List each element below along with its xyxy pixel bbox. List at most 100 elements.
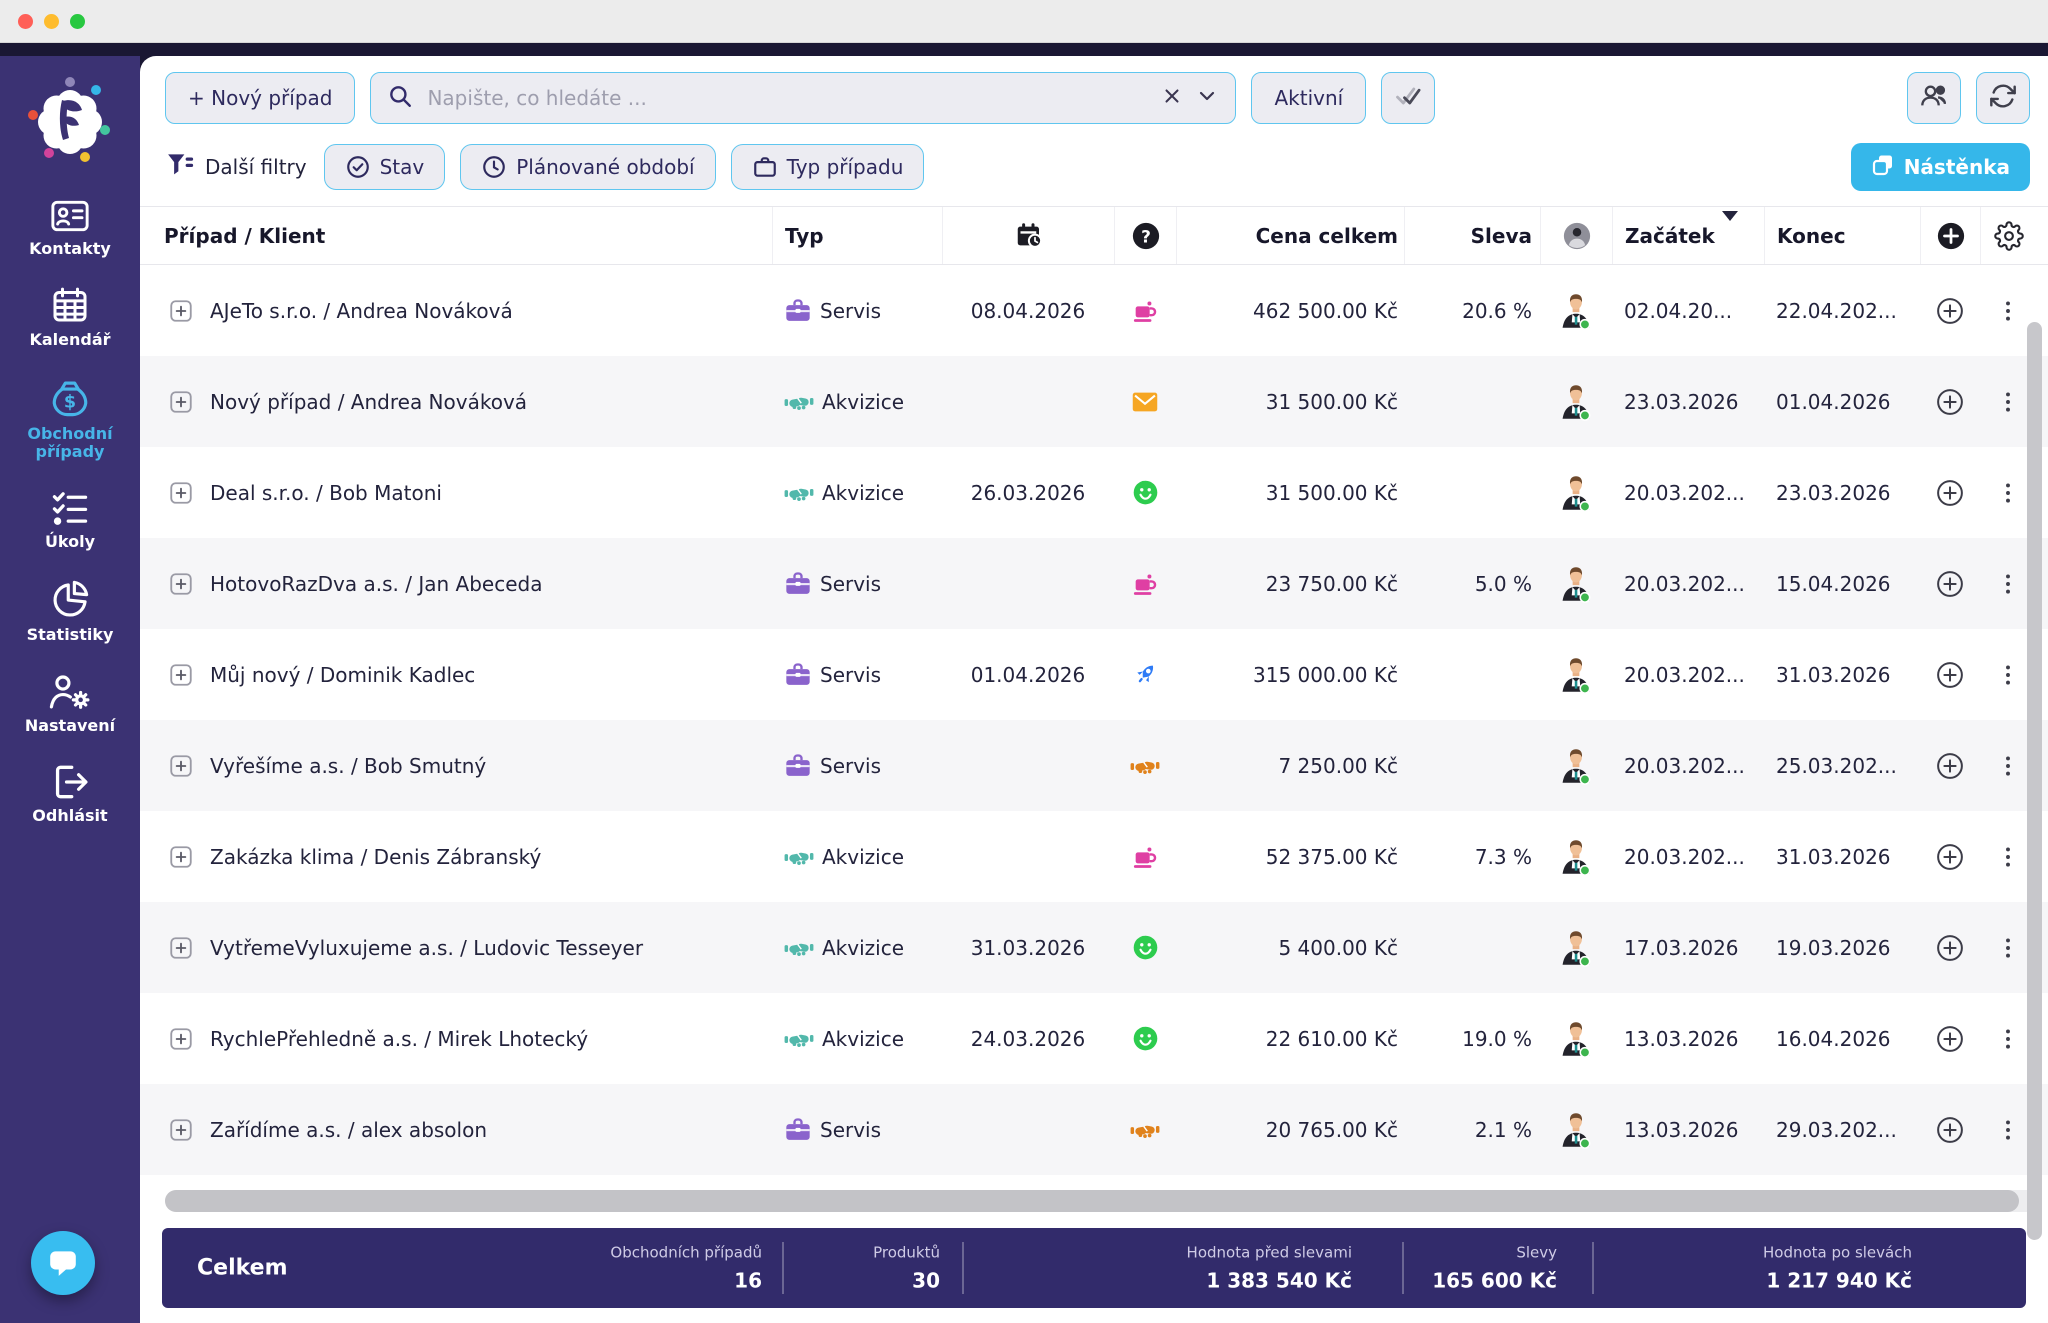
sidebar-item-odhlasit[interactable]: Odhlásit bbox=[32, 763, 108, 825]
filter-chip-typ-pripadu[interactable]: Typ případu bbox=[730, 144, 925, 190]
case-client-name: Nový případ / Andrea Nováková bbox=[210, 389, 528, 414]
column-header-owner[interactable] bbox=[1540, 207, 1612, 264]
circle-plus-icon[interactable] bbox=[1935, 478, 1965, 508]
filter-chip-stav[interactable]: Stav bbox=[323, 144, 446, 190]
kebab-icon[interactable] bbox=[1995, 1115, 2021, 1145]
table-row[interactable]: Deal s.r.o. / Bob Matoni Akvizice 26.03.20… bbox=[140, 447, 2048, 538]
expand-icon[interactable] bbox=[168, 571, 194, 597]
refresh-button[interactable] bbox=[1976, 72, 2030, 124]
start-date: 13.03.2026 bbox=[1624, 1026, 1739, 1051]
kebab-icon[interactable] bbox=[1995, 569, 2021, 599]
start-date: 20.03.202... bbox=[1624, 753, 1745, 778]
kebab-icon[interactable] bbox=[1995, 387, 2021, 417]
kebab-icon[interactable] bbox=[1995, 751, 2021, 781]
column-header-discount[interactable]: Sleva bbox=[1404, 207, 1540, 264]
table-row[interactable]: Zakázka klima / Denis Zábranský Akvizice 5… bbox=[140, 811, 2048, 902]
kebab-icon[interactable] bbox=[1995, 296, 2021, 326]
column-header-status[interactable]: ? bbox=[1114, 207, 1176, 264]
circle-plus-icon[interactable] bbox=[1935, 387, 1965, 417]
table-row[interactable]: Nový případ / Andrea Nováková Akvizice 31 … bbox=[140, 356, 2048, 447]
sidebar-item-kontakty[interactable]: Kontakty bbox=[29, 198, 111, 258]
new-case-button[interactable]: + Nový případ bbox=[165, 72, 356, 124]
table-row[interactable]: RychlePřehledně a.s. / Mirek Lhotecký Akv… bbox=[140, 993, 2048, 1084]
column-header-end[interactable]: Konec bbox=[1764, 207, 1920, 264]
column-header-planned_date[interactable] bbox=[942, 207, 1114, 264]
sidebar-item-obchodni-pripady[interactable]: $ Obchodní případy bbox=[27, 377, 113, 462]
zoom-window-button[interactable] bbox=[70, 13, 85, 29]
sidebar-item-ukoly[interactable]: Úkoly bbox=[45, 489, 95, 551]
start-date: 20.03.202... bbox=[1624, 480, 1745, 505]
briefcase-icon bbox=[784, 297, 812, 325]
horizontal-scrollbar[interactable] bbox=[165, 1190, 2038, 1212]
column-header-add[interactable] bbox=[1920, 207, 1980, 264]
kebab-icon[interactable] bbox=[1995, 842, 2021, 872]
column-header-price[interactable]: Cena celkem bbox=[1176, 207, 1404, 264]
more-filters-button[interactable]: Další filtry bbox=[165, 150, 307, 185]
circle-plus-icon[interactable] bbox=[1935, 569, 1965, 599]
table-row[interactable]: VytřemeVyluxujeme a.s. / Ludovic Tesseye… bbox=[140, 902, 2048, 993]
expand-icon[interactable] bbox=[168, 662, 194, 688]
circle-plus-icon[interactable] bbox=[1935, 751, 1965, 781]
kebab-icon[interactable] bbox=[1995, 1024, 2021, 1054]
start-date: 20.03.202... bbox=[1624, 844, 1745, 869]
column-header-case_client[interactable]: Případ / Klient bbox=[156, 207, 772, 264]
kebab-icon[interactable] bbox=[1995, 478, 2021, 508]
avatar-icon bbox=[1559, 747, 1593, 785]
more-filters-label: Další filtry bbox=[205, 155, 307, 179]
minimize-window-button[interactable] bbox=[44, 13, 59, 29]
expand-icon[interactable] bbox=[168, 844, 194, 870]
table-row[interactable]: Vyřešíme a.s. / Bob Smutný Servis 7 250.00… bbox=[140, 720, 2048, 811]
active-filter-button[interactable]: Aktivní bbox=[1251, 72, 1367, 124]
vertical-scrollbar[interactable] bbox=[2027, 322, 2042, 1240]
chat-button[interactable] bbox=[31, 1231, 95, 1295]
handshake-teal-icon bbox=[784, 480, 814, 506]
circle-plus-icon[interactable] bbox=[1935, 933, 1965, 963]
column-header-start[interactable]: Začátek bbox=[1612, 207, 1764, 264]
table-row[interactable]: Můj nový / Dominik Kadlec Servis 01.04.202… bbox=[140, 629, 2048, 720]
owners-button[interactable] bbox=[1907, 72, 1961, 124]
table-row[interactable]: HotovoRazDva a.s. / Jan Abeceda Servis 23 … bbox=[140, 538, 2048, 629]
circle-plus-icon[interactable] bbox=[1935, 842, 1965, 872]
briefcase-icon bbox=[784, 1116, 812, 1144]
column-header-settings[interactable] bbox=[1980, 207, 2036, 264]
expand-icon[interactable] bbox=[168, 935, 194, 961]
search-dropdown-chevron-icon[interactable] bbox=[1195, 84, 1219, 112]
clear-search-icon[interactable] bbox=[1161, 85, 1183, 111]
circle-plus-icon[interactable] bbox=[1935, 1024, 1965, 1054]
circle-plus-icon[interactable] bbox=[1935, 1115, 1965, 1145]
horizontal-scrollbar-thumb[interactable] bbox=[165, 1190, 2020, 1212]
filter-chip-obdobi[interactable]: Plánované období bbox=[460, 144, 716, 190]
board-button[interactable]: Nástěnka bbox=[1850, 143, 2030, 191]
total-price: 31 500.00 Kč bbox=[1265, 480, 1398, 505]
avatar-icon bbox=[1559, 929, 1593, 967]
kebab-icon[interactable] bbox=[1995, 933, 2021, 963]
expand-icon[interactable] bbox=[168, 753, 194, 779]
expand-icon[interactable] bbox=[168, 298, 194, 324]
expand-icon[interactable] bbox=[168, 1026, 194, 1052]
pie-chart-icon bbox=[49, 578, 91, 620]
kebab-icon[interactable] bbox=[1995, 660, 2021, 690]
sidebar-item-kalendar[interactable]: Kalendář bbox=[29, 285, 111, 350]
circle-plus-icon[interactable] bbox=[1935, 660, 1965, 690]
search-input[interactable] bbox=[425, 85, 1150, 111]
expand-icon[interactable] bbox=[168, 1117, 194, 1143]
sidebar-item-statistiky[interactable]: Statistiky bbox=[27, 578, 113, 644]
circle-plus-icon[interactable] bbox=[1935, 296, 1965, 326]
table-row[interactable]: AJeTo s.r.o. / Andrea Nováková Servis 08.0… bbox=[140, 265, 2048, 356]
summary-stat-value: 165 600 Kč bbox=[1432, 1268, 1557, 1293]
summary-stat-label: Produktů bbox=[873, 1243, 940, 1262]
multi-select-button[interactable] bbox=[1381, 72, 1436, 124]
expand-icon[interactable] bbox=[168, 389, 194, 415]
close-window-button[interactable] bbox=[18, 13, 33, 29]
table-row[interactable]: Zařídíme a.s. / alex absolon Servis 20 765… bbox=[140, 1084, 2048, 1175]
total-price: 5 400.00 Kč bbox=[1278, 935, 1398, 960]
case-type-label: Servis bbox=[820, 1117, 882, 1142]
summary-stat-0: Obchodních případů 16 bbox=[162, 1244, 762, 1293]
sidebar-item-label: Kalendář bbox=[29, 330, 111, 350]
person-circle-icon bbox=[1562, 221, 1592, 251]
column-header-typ[interactable]: Typ bbox=[772, 207, 942, 264]
calendar-clock-icon bbox=[1014, 221, 1044, 251]
end-date: 15.04.2026 bbox=[1776, 571, 1891, 596]
expand-icon[interactable] bbox=[168, 480, 194, 506]
sidebar-item-nastaveni[interactable]: Nastavení bbox=[25, 671, 115, 735]
